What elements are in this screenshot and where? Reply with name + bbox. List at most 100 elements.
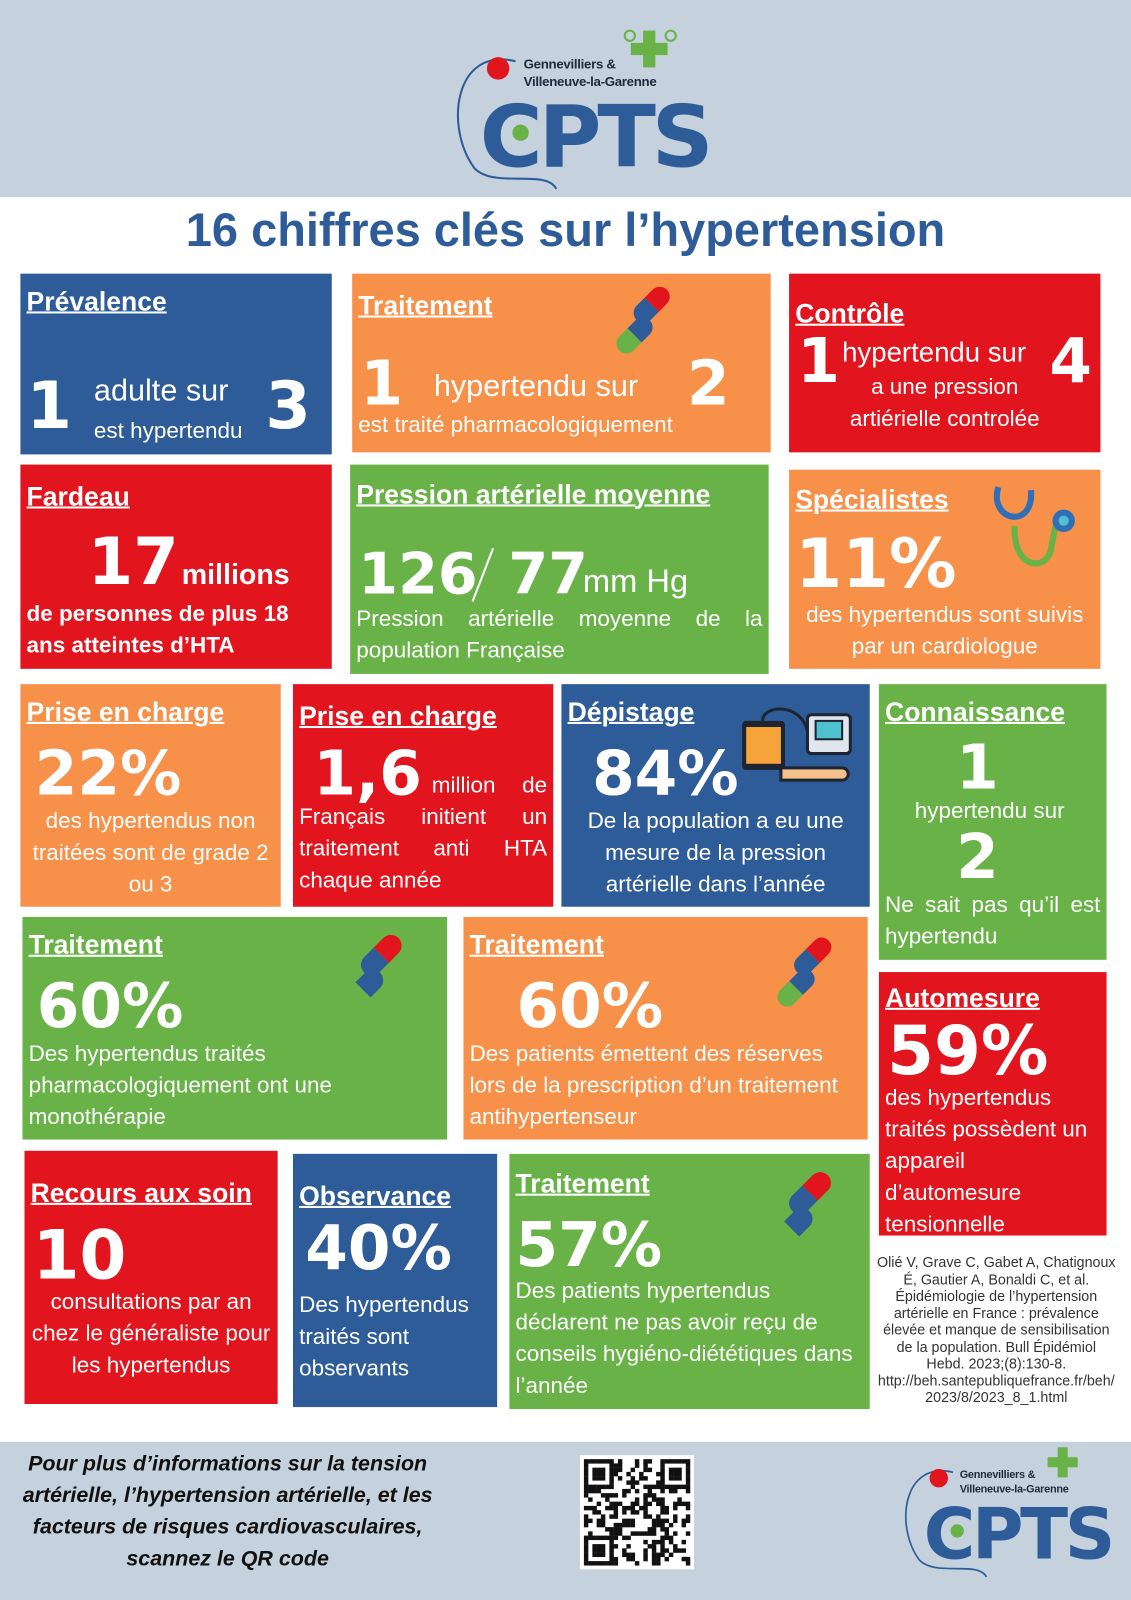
icon-part <box>617 1531 623 1536</box>
icon-part <box>622 1493 627 1498</box>
icon-part <box>634 1459 640 1464</box>
icon-part <box>626 1518 631 1524</box>
card-number: 17 <box>87 524 179 601</box>
capsule <box>342 969 384 1011</box>
icon-part <box>789 969 815 995</box>
icon-part <box>600 1459 606 1464</box>
footer-text: Pour plus d’informations sur la tension … <box>22 1452 433 1571</box>
icon-part <box>643 1510 648 1515</box>
icon-part <box>630 1467 636 1473</box>
card: Spécialistes 11% des hypertendus sont su… <box>789 469 1101 669</box>
logo: Gennevilliers & Villeneuve-la-Garenne CP… <box>886 1435 1115 1582</box>
icon-part <box>651 1552 657 1558</box>
icon-part <box>685 1484 691 1490</box>
icon-part <box>664 1548 670 1553</box>
icon-part <box>639 1471 644 1477</box>
icon-part <box>660 1459 665 1464</box>
card-title: Connaissance <box>885 696 1065 728</box>
icon-part <box>673 1467 678 1473</box>
icon-part <box>630 1480 636 1485</box>
card-number: 1,6 <box>313 738 422 810</box>
card-number: 4 <box>1049 325 1093 398</box>
icon-part <box>656 1480 661 1485</box>
icon-part <box>588 1497 593 1502</box>
icon-part <box>651 1493 657 1498</box>
bp-monitor-icon <box>742 707 852 782</box>
card-text: a une pression artiérielle controlée <box>849 373 1040 431</box>
card-text: hypertendu sur <box>842 336 1027 368</box>
icon-part <box>609 1467 614 1473</box>
card: Connaissance 1 hypertendu sur 2 Ne sait … <box>878 684 1107 960</box>
icon-part <box>613 1493 619 1498</box>
icon-part <box>609 1476 614 1481</box>
qr-code[interactable] <box>579 1455 695 1570</box>
icon-part <box>583 1561 589 1566</box>
card-unit: millions <box>181 558 290 591</box>
icon-part <box>613 1501 619 1507</box>
icon-part <box>592 1510 597 1515</box>
icon-part <box>651 1531 657 1536</box>
icon-part <box>583 1535 589 1541</box>
icon-part <box>660 1539 665 1545</box>
icon-part <box>630 1518 636 1524</box>
card-number: 1 <box>26 368 72 445</box>
icon-part <box>613 1561 619 1566</box>
card-number: 3 <box>265 368 311 445</box>
icon-part <box>609 1480 614 1485</box>
icon-part <box>664 1531 670 1536</box>
icon-part <box>647 1467 653 1473</box>
icon-part <box>647 1459 653 1464</box>
icon-part <box>583 1488 589 1494</box>
icon-part <box>643 1539 648 1545</box>
icon-part <box>605 1527 610 1532</box>
icon-part <box>583 1556 589 1562</box>
icon-part <box>677 1476 682 1481</box>
icon-part <box>596 1476 602 1481</box>
icon-part <box>643 1463 648 1468</box>
card-number: 84% <box>592 738 739 810</box>
slash <box>471 547 494 602</box>
icon-part <box>596 1544 602 1549</box>
icon-part <box>770 1221 800 1250</box>
icon-part <box>664 1459 670 1464</box>
capsule <box>616 317 653 354</box>
icon-part <box>656 1484 661 1490</box>
icon-part <box>643 1514 648 1519</box>
icon-part <box>681 1518 687 1524</box>
icon-part <box>605 1505 610 1511</box>
icon-part <box>660 1535 665 1541</box>
icon-part <box>588 1505 593 1511</box>
icon-part <box>660 1484 665 1490</box>
card-title: Observance <box>299 1180 452 1212</box>
icon-part <box>647 1514 653 1519</box>
icon-part <box>596 1522 602 1528</box>
card-title: Spécialistes <box>795 484 949 515</box>
icon-part <box>660 1471 665 1477</box>
icon-part <box>643 1476 648 1481</box>
card: Traitement 60% Des patients émettent des… <box>463 916 868 1140</box>
icon-part <box>651 1522 657 1528</box>
icon-part <box>685 1488 691 1494</box>
icon-part <box>634 1510 640 1515</box>
icon-part <box>596 1510 602 1515</box>
icon-part <box>802 1172 831 1201</box>
icon-part <box>677 1484 682 1490</box>
icon-part <box>613 1514 619 1519</box>
icon-part <box>588 1518 593 1524</box>
card-number: 2 <box>956 821 999 894</box>
card-title: Traitement <box>469 929 604 960</box>
icon-part <box>784 1208 813 1237</box>
card-number: 59% <box>887 1011 1049 1091</box>
icon-part <box>643 1484 648 1490</box>
icon-part <box>634 1497 640 1502</box>
card: Traitement 60% Des hypertendus traités p… <box>22 916 448 1140</box>
icon-part <box>609 1471 614 1477</box>
icon-part <box>630 1476 636 1481</box>
icon-part <box>592 1476 597 1481</box>
icon-part <box>622 1505 627 1511</box>
icon-part <box>647 1527 653 1532</box>
icon-part <box>639 1476 644 1481</box>
card-number: 40% <box>305 1213 452 1285</box>
card-unit: mm Hg <box>582 562 689 600</box>
icon-part <box>677 1548 682 1553</box>
